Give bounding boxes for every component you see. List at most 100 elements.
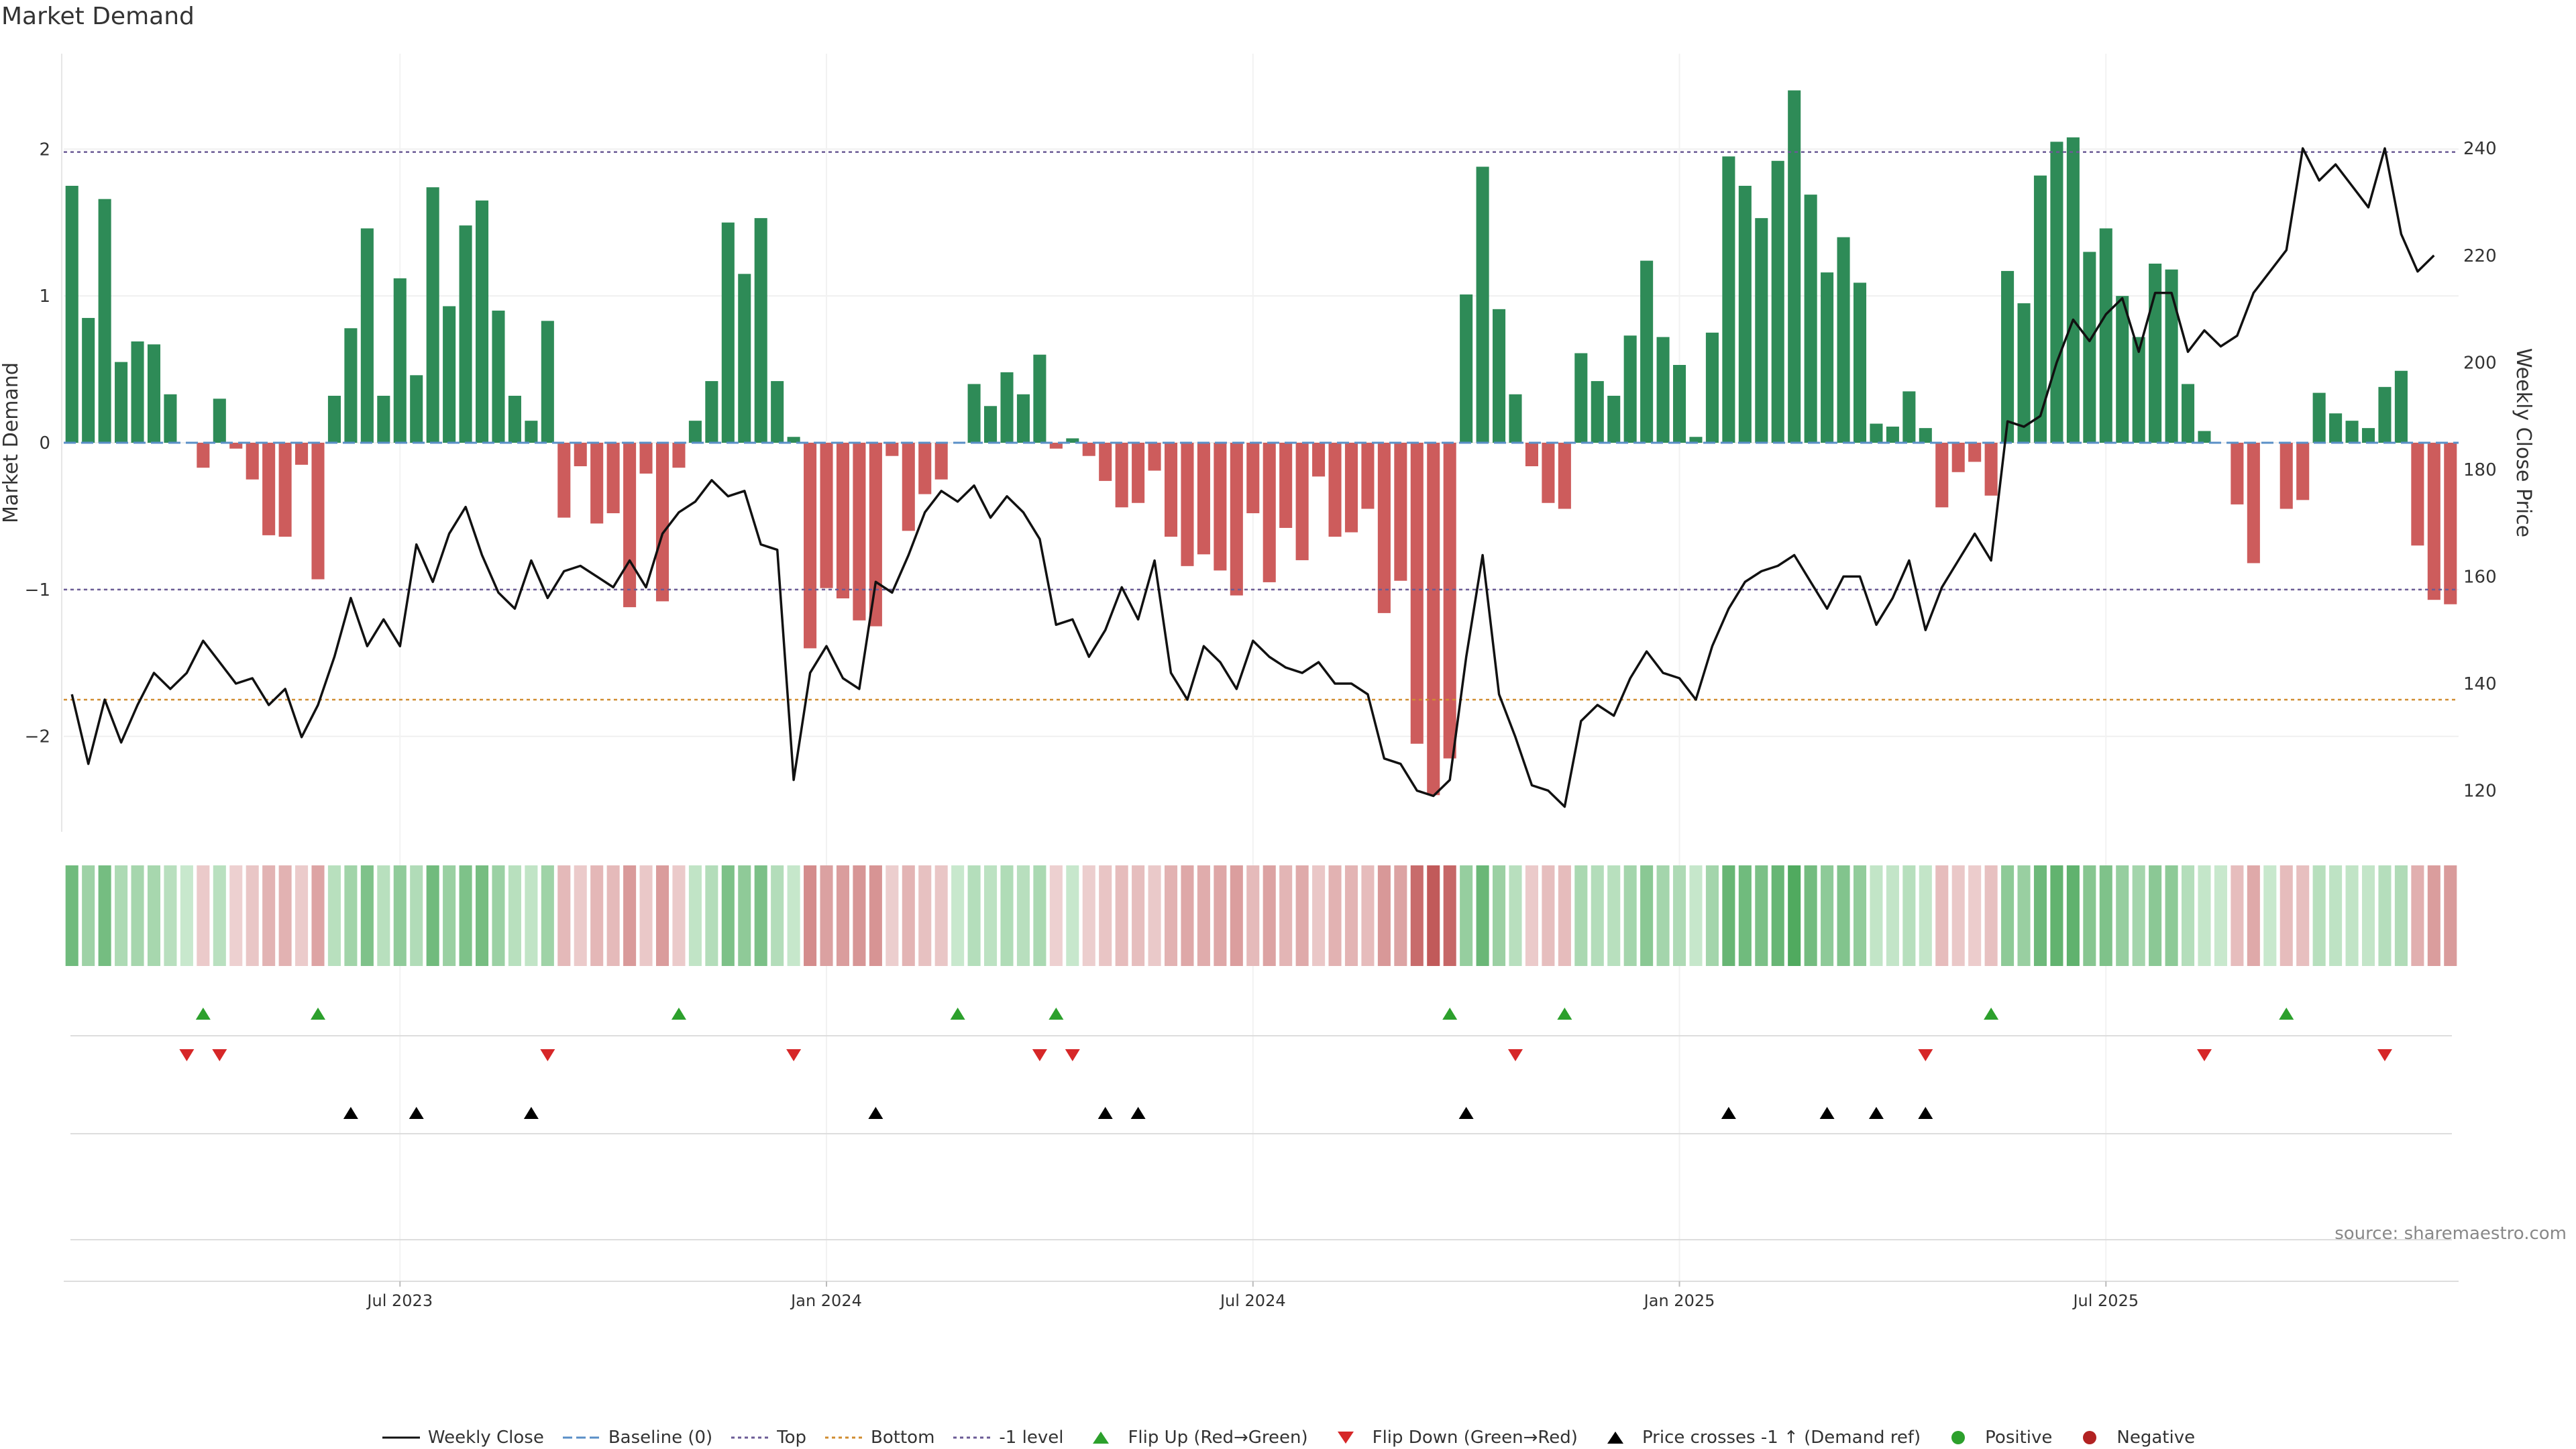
demand-bar [2198, 431, 2211, 443]
legend-item-neg: Negative [2070, 1428, 2195, 1448]
demand-bar [541, 321, 554, 443]
heat-strip-cell [475, 865, 489, 966]
legend-symbol [1093, 1432, 1110, 1444]
demand-bar [2116, 296, 2129, 443]
demand-bar [1361, 443, 1375, 509]
flip-up-marker [950, 1008, 965, 1020]
demand-bar [2066, 137, 2080, 443]
demand-bar [1525, 443, 1538, 467]
demand-bar [2001, 270, 2015, 443]
heat-strip-cell [2263, 865, 2277, 966]
heat-strip-cell [2149, 865, 2162, 966]
weekly-close-line [70, 147, 2435, 808]
heat-strip-cell [1886, 865, 1899, 966]
price-cross-marker [1130, 1107, 1146, 1119]
legend-symbol [1951, 1431, 1966, 1444]
demand-bar [1837, 237, 1850, 443]
legend-label: Baseline (0) [608, 1428, 713, 1448]
demand-bar [344, 328, 358, 443]
demand-bar [443, 306, 456, 443]
y-right-tick-label: 240 [2463, 139, 2497, 159]
price-cross-marker [1097, 1107, 1113, 1119]
demand-bar [2444, 443, 2457, 604]
price-cross-marker [343, 1107, 358, 1119]
heat-strip-cell [2001, 865, 2015, 966]
demand-bar [2394, 370, 2408, 443]
heat-strip-cell [1427, 865, 1440, 966]
demand-bar [262, 443, 276, 535]
flip-up-marker [1442, 1008, 1458, 1020]
heat-strip-cell [869, 865, 882, 966]
heat-strip-cell [1722, 865, 1735, 966]
demand-bar [1509, 394, 1522, 443]
flip-up-marker [1984, 1008, 1999, 1020]
demand-bar [1886, 426, 1899, 443]
x-tick-label: Jan 2024 [790, 1291, 862, 1310]
legend-label: Price crosses -1 ↑ (Demand ref) [1642, 1428, 1921, 1448]
heat-strip-cell [1509, 865, 1522, 966]
heat-strip-cell [655, 865, 669, 966]
y-left-tick-label: 0 [39, 433, 50, 453]
x-tick-label: Jul 2025 [2072, 1291, 2139, 1310]
flip-down-marker [2196, 1049, 2212, 1061]
heat-strip-cell [1493, 865, 1506, 966]
demand-bar [2312, 392, 2326, 443]
heat-strip-cell [2378, 865, 2392, 966]
heat-strip-cell [1279, 865, 1293, 966]
x-tick-label: Jan 2025 [1643, 1291, 1715, 1310]
demand-bar [508, 395, 521, 443]
heat-strip-cell [1870, 865, 1883, 966]
heat-strip-cell [2231, 865, 2244, 966]
heat-strip-cell [590, 865, 604, 966]
legend-label: Positive [1985, 1428, 2053, 1448]
heat-strip-cell [1837, 865, 1850, 966]
demand-bar [1197, 443, 1210, 555]
demand-bar [623, 443, 637, 608]
demand-bar [836, 443, 850, 598]
y-left-axis-title: Market Demand [0, 362, 23, 523]
heat-strip-cell [738, 865, 751, 966]
heat-strip-cell [804, 865, 817, 966]
demand-bar [1574, 353, 1588, 443]
demand-bar [1771, 160, 1784, 443]
heat-strip-cell [1361, 865, 1375, 966]
x-tick-label: Jul 2023 [366, 1291, 433, 1310]
heat-strip-cell [1968, 865, 1982, 966]
legend-item-close: Weekly Close [381, 1428, 544, 1448]
heat-strip-cell [934, 865, 948, 966]
demand-bar [1656, 337, 1670, 443]
demand-bar [115, 362, 128, 443]
demand-bar [967, 384, 981, 443]
demand-bar [426, 187, 439, 443]
demand-bar [1870, 423, 1883, 443]
legend-symbol [1337, 1432, 1354, 1444]
heat-strip-cell [82, 865, 95, 966]
demand-bar [1951, 443, 1965, 472]
heat-strip-cell [1542, 865, 1555, 966]
price-cross-marker [1918, 1107, 1933, 1119]
heat-strip-cell [820, 865, 833, 966]
demand-bar [377, 395, 390, 443]
demand-bar [2083, 252, 2096, 443]
demand-bar [1328, 443, 1342, 537]
demand-bar [229, 443, 243, 449]
heat-strip-cell [2182, 865, 2195, 966]
legend-item-bottom: Bottom [824, 1428, 934, 1448]
demand-bar [918, 443, 932, 494]
heat-strip-cell [1115, 865, 1128, 966]
demand-bar [1377, 443, 1391, 613]
demand-bar [459, 225, 472, 443]
flip-down-marker [1032, 1049, 1047, 1061]
demand-bar [1623, 335, 1637, 443]
heat-strip-cell [902, 865, 915, 966]
legend-item-baseline: Baseline (0) [561, 1428, 712, 1448]
heat-strip-cell [1689, 865, 1703, 966]
demand-bar [2345, 421, 2359, 443]
heat-strip-cell [1984, 865, 1998, 966]
heat-strip-cell [2198, 865, 2211, 966]
demand-bar [1279, 443, 1293, 528]
demand-bar [1853, 282, 1867, 443]
heat-strip-cell [1476, 865, 1489, 966]
heat-strip-cell [492, 865, 505, 966]
heat-strip-cell [967, 865, 981, 966]
